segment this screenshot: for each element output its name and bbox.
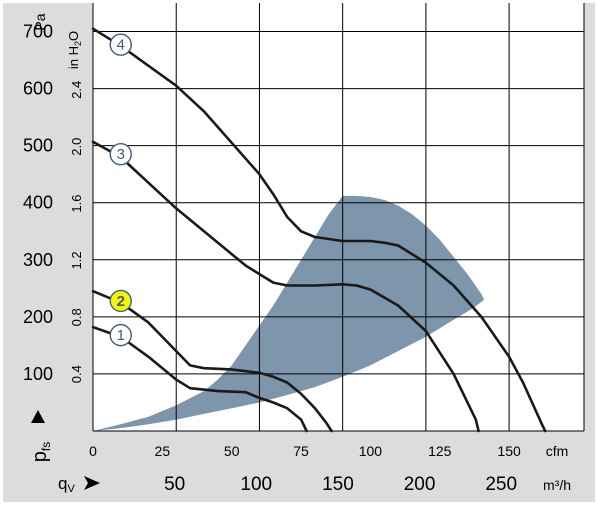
curve-3 — [91, 140, 480, 433]
pa-tick-500: 500 — [23, 136, 53, 156]
pa-tick-700: 700 — [23, 22, 53, 42]
m3h-tick-250: 250 — [485, 474, 517, 495]
qv-label: qV — [58, 474, 75, 495]
cfm-tick-75: 75 — [293, 443, 309, 459]
curve-2 — [91, 289, 333, 433]
curve-label-badge-2 — [109, 289, 132, 313]
cfm-tick-150: 150 — [497, 443, 521, 459]
cfm-tick-50: 50 — [224, 443, 240, 459]
pa-tick-200: 200 — [23, 307, 53, 327]
inh2o-tick-0.8: 0.8 — [69, 308, 84, 326]
cfm-tick-25: 25 — [155, 443, 171, 459]
curve-label-3: 3 — [117, 146, 125, 163]
grid-group — [92, 3, 585, 432]
m3h-axis-band — [3, 465, 595, 502]
cfm-tick-100: 100 — [359, 443, 383, 459]
pa-tick-300: 300 — [23, 250, 53, 270]
operating-range-group — [93, 195, 485, 431]
cfm-tick-0: 0 — [89, 443, 97, 459]
pfs-label: pfs — [29, 442, 53, 462]
curve-label-4: 4 — [117, 37, 125, 54]
curve-label-2: 2 — [117, 293, 125, 310]
pa-unit-label: Pa — [32, 13, 48, 30]
curves-group: 1 2 3 4 — [91, 27, 547, 433]
m3h-unit-label: m³/h — [543, 477, 571, 493]
curve-1 — [91, 325, 308, 433]
inh2o-tick-0.4: 0.4 — [69, 365, 84, 383]
curve-label-badge-3 — [109, 143, 132, 166]
m3h-tick-150: 150 — [322, 474, 354, 495]
inh2o-tick-2.4: 2.4 — [69, 81, 84, 99]
inh2o-unit-label: in H2O — [66, 31, 83, 69]
m3h-tick-100: 100 — [240, 474, 272, 495]
inh2o-tick-2.0: 2.0 — [69, 138, 84, 156]
pa-tick-100: 100 — [23, 364, 53, 384]
curve-4 — [91, 27, 547, 433]
m3h-tick-50: 50 — [164, 474, 185, 495]
curve-label-badge-4 — [109, 33, 132, 56]
pa-tick-600: 600 — [23, 79, 53, 99]
cfm-unit-label: cfm — [546, 443, 569, 459]
inh2o-tick-1.6: 1.6 — [69, 195, 84, 213]
cfm-tick-125: 125 — [428, 443, 452, 459]
curve-label-badge-1 — [109, 323, 132, 347]
m3h-tick-200: 200 — [404, 474, 436, 495]
operating-range-area — [93, 195, 485, 431]
qv-arrow-icon — [84, 476, 100, 490]
pa-tick-400: 400 — [23, 193, 53, 213]
pfs-arrow-icon — [31, 410, 45, 423]
curve-label-1: 1 — [117, 327, 125, 344]
inh2o-tick-1.2: 1.2 — [69, 251, 84, 269]
